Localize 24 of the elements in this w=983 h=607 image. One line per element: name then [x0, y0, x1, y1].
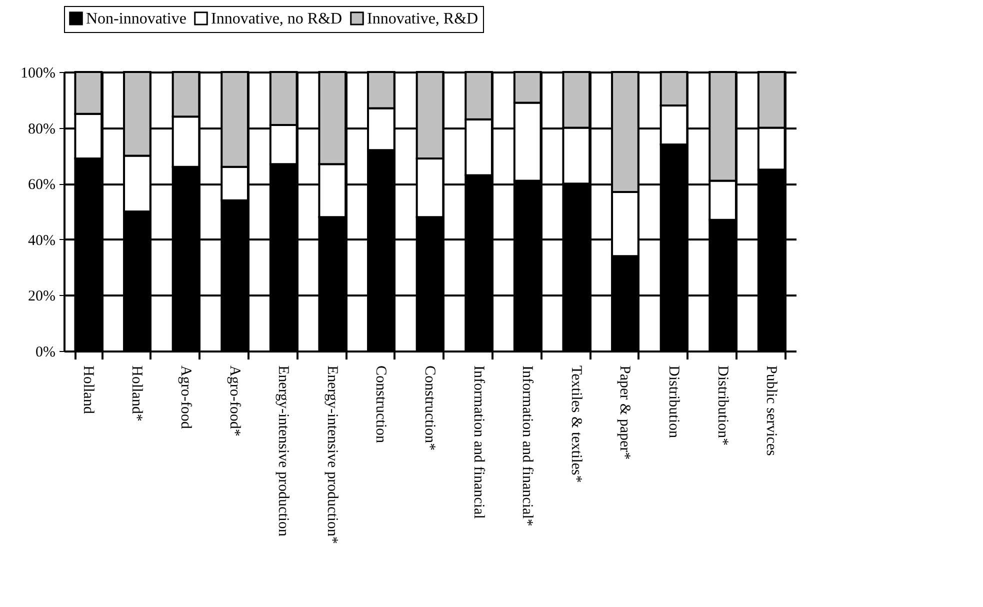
- x-tick-label: Construction*: [422, 366, 438, 450]
- x-tick-label: Information and financial: [470, 366, 486, 519]
- legend-label: Non-innovative: [86, 10, 186, 28]
- x-tick-label: Construction: [372, 366, 389, 444]
- x-tick-label: Energy-intensive production: [275, 366, 292, 537]
- x-tick-label: Holland: [80, 366, 96, 414]
- y-tick-label: 80%: [28, 121, 56, 138]
- y-tick-label: 40%: [28, 232, 56, 249]
- x-tick-label: Energy-intensive production*: [324, 366, 340, 544]
- x-tick-label: Agro-food*: [226, 366, 242, 436]
- x-tick-label: Paper & paper*: [616, 366, 633, 460]
- x-tick-label: Holland*: [128, 366, 145, 422]
- legend-label: Innovative, no R&D: [211, 10, 342, 28]
- y-tick-label: 20%: [28, 288, 56, 305]
- y-tick-label: 100%: [20, 66, 56, 82]
- x-tick-label: Public services: [763, 366, 780, 456]
- y-tick-label: 60%: [28, 177, 56, 194]
- x-tick-label: Information and financial*: [519, 366, 536, 526]
- x-tick-label: Textiles & textiles*: [568, 366, 584, 483]
- legend-label: Innovative, R&D: [367, 10, 478, 28]
- y-tick-label: 0%: [36, 344, 56, 360]
- x-tick-label: Agro-food: [178, 366, 194, 430]
- x-tick-label: Distribution: [666, 366, 682, 438]
- x-tick-label: Distribution*: [714, 366, 730, 446]
